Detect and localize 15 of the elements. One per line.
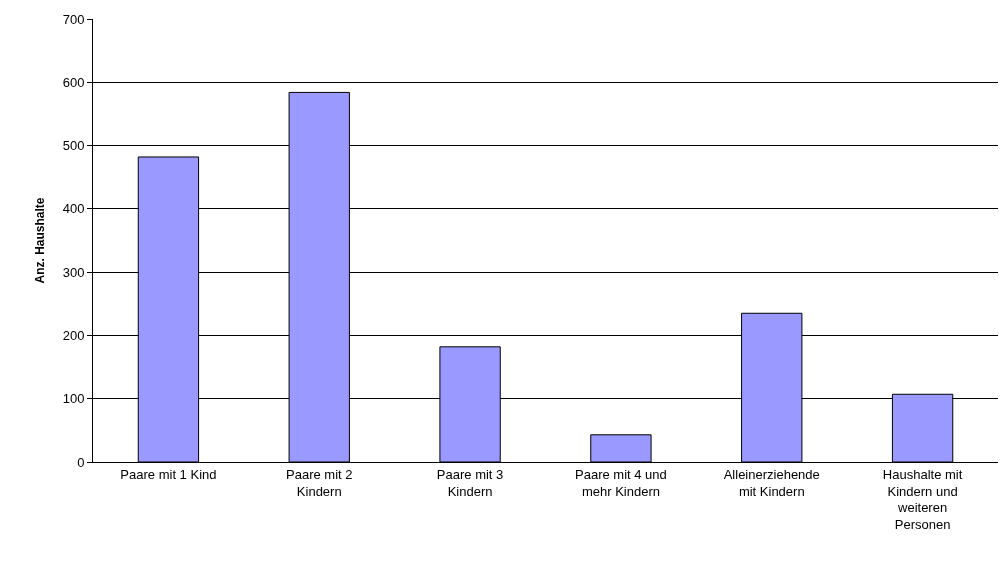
x-tick-label: Paare mit 2 Kindern <box>286 466 353 499</box>
y-tick-label: 0 <box>77 454 85 470</box>
y-tick-label: 300 <box>62 264 85 280</box>
y-tick-label: 100 <box>62 391 85 407</box>
x-tick-label: Paare mit 3 Kindern <box>436 466 504 499</box>
x-tick-label: Haushalte mit Kindern und weiteren Personen <box>882 466 963 533</box>
y-tick-label: 200 <box>62 327 85 343</box>
y-tick-label: 500 <box>62 138 85 154</box>
x-tick-label: Alleinerziehende mit Kindern <box>723 466 820 499</box>
y-tick-label: 600 <box>62 74 85 90</box>
y-tick-label: 400 <box>62 201 85 217</box>
x-tick-label: Paare mit 1 Kind <box>120 466 217 482</box>
y-axis-title: Anz. Haushalte <box>33 197 47 284</box>
y-tick-label: 700 <box>62 11 85 27</box>
x-tick-label: Paare mit 4 und mehr Kindern <box>575 466 667 499</box>
